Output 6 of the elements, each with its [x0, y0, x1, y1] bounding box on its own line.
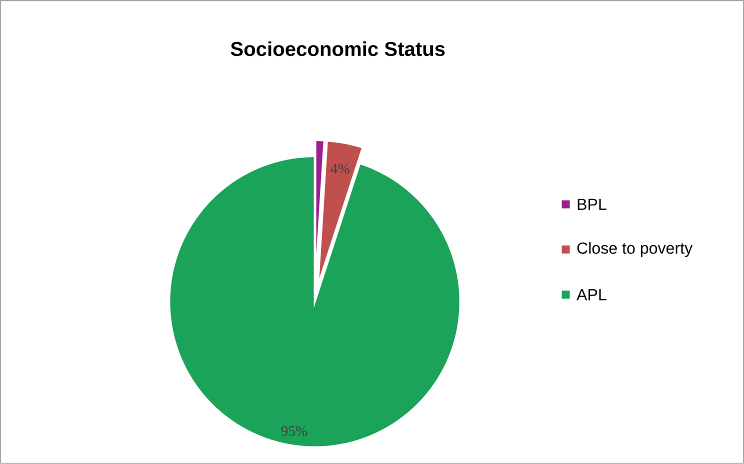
- legend-label: APL: [576, 289, 606, 300]
- chart-title: Socioeconomic Status: [230, 41, 445, 56]
- legend-label: Close to poverty: [577, 242, 693, 258]
- data-label: 95%: [281, 426, 308, 436]
- data-label: 4%: [330, 164, 350, 174]
- legend-label: BPL: [578, 198, 606, 210]
